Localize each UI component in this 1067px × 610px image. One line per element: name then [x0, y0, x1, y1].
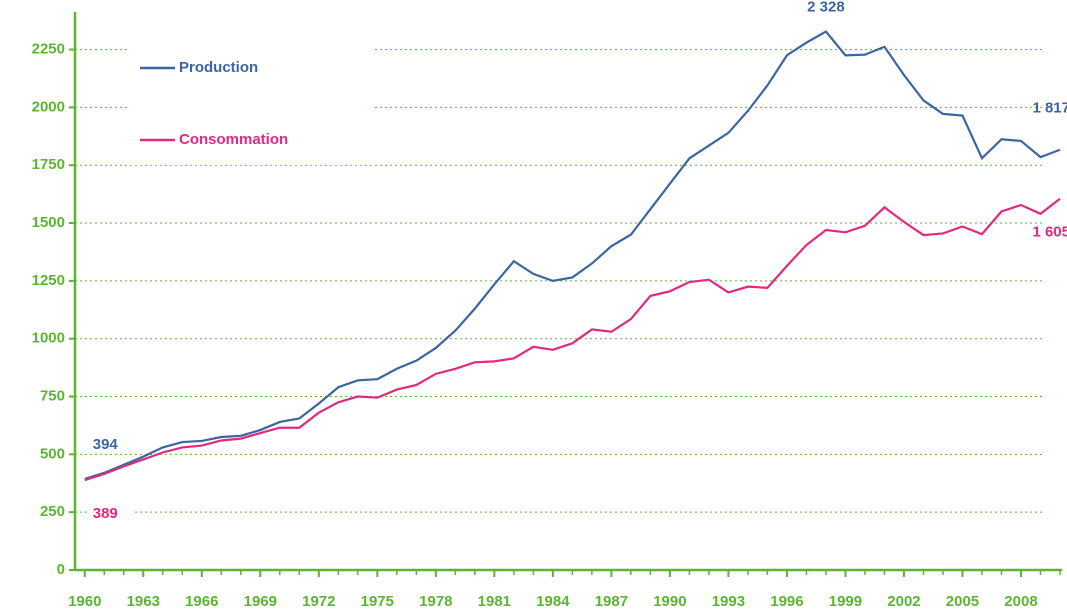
y-tick-label: 1500: [32, 214, 65, 231]
x-tick-label: 1999: [829, 593, 862, 610]
x-tick-label: 1993: [712, 593, 745, 610]
series-line: [84, 197, 1061, 482]
y-tick-label: 500: [40, 445, 65, 462]
x-tick-label: 1975: [361, 593, 394, 610]
y-tick-label: 750: [40, 387, 65, 404]
legend-label: Consommation: [179, 131, 288, 148]
x-tick-label: 2008: [1004, 593, 1037, 610]
data-label: 394: [93, 436, 119, 453]
x-tick-label: 1984: [536, 593, 570, 610]
label-bg: [88, 502, 134, 527]
x-tick-label: 1996: [770, 593, 803, 610]
y-tick-label: 2000: [32, 98, 65, 115]
x-tick-label: 1972: [302, 593, 335, 610]
data-label: 2 328: [807, 0, 845, 15]
x-tick-label: 1963: [127, 593, 160, 610]
y-tick-label: 0: [57, 561, 65, 578]
x-tick-label: 1990: [653, 593, 686, 610]
data-label: 1 817: [1032, 100, 1067, 117]
y-tick-label: 1250: [32, 272, 65, 289]
legend-bg: [130, 45, 375, 165]
x-tick-label: 2005: [946, 593, 979, 610]
x-tick-label: 1966: [185, 593, 218, 610]
data-label: 1 605: [1032, 224, 1067, 241]
x-tick-label: 1981: [478, 593, 511, 610]
legend-label: Production: [179, 59, 258, 76]
y-tick-label: 1000: [32, 330, 65, 347]
data-label: 389: [93, 505, 118, 522]
x-tick-label: 1960: [68, 593, 101, 610]
y-tick-label: 2250: [32, 41, 65, 58]
x-tick-label: 2002: [887, 593, 920, 610]
x-tick-label: 1978: [419, 593, 452, 610]
series-line: [84, 30, 1061, 480]
x-tick-label: 1969: [244, 593, 277, 610]
x-tick-label: 1987: [595, 593, 628, 610]
y-tick-label: 1750: [32, 156, 65, 173]
y-tick-label: 250: [40, 503, 65, 520]
